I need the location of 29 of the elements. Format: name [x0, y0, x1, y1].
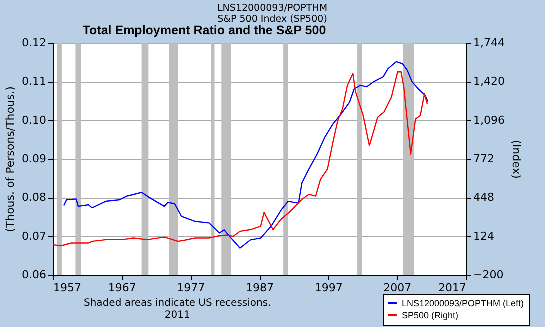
chart-subtitle: LNS12000093/POPTHM S&P 500 Index (SP500)	[216, 3, 329, 25]
y2-tick-label: 1,744	[474, 36, 505, 50]
y-tick-label: 0.06	[22, 268, 46, 282]
x-tick-label: 1987	[246, 282, 274, 294]
x-tick-label: 1957	[54, 282, 82, 294]
y-axis-title: (Thous. of Persons/Thous.)	[4, 86, 18, 232]
x-tick-label: 1977	[177, 282, 206, 294]
legend-label: SP500 (Right)	[402, 310, 459, 320]
y-tick-label: 0.09	[22, 152, 46, 166]
y2-tick-label: 1,096	[474, 114, 505, 127]
y2-tick-label: 1,420	[474, 75, 505, 88]
y-tick-label: 0.12	[22, 36, 46, 50]
y-tick-label: 0.08	[22, 191, 46, 204]
y2-axis-title: (Index)	[510, 140, 523, 179]
y2-tick-label: 448	[474, 191, 494, 204]
y-tick-label: 0.11	[22, 75, 46, 88]
y-tick-label: 0.07	[22, 230, 46, 243]
y-tick-label: 0.10	[22, 114, 46, 127]
y2-tick-label: 772	[474, 152, 494, 166]
legend-label: LNS12000093/POPTHM (Left)	[402, 298, 524, 308]
y2-tick-label: 124	[474, 230, 494, 243]
text: 2011	[164, 310, 192, 322]
x-tick-label: 2017	[438, 282, 466, 294]
x-tick-label: 1967	[108, 282, 136, 294]
x-tick-label: 1997	[314, 282, 343, 294]
text: Shaded areas indicate US recessions.	[84, 298, 272, 310]
chart-title: Total Employment Ratio and the S&P 500	[82, 24, 326, 38]
y2-tick-label: −200	[474, 268, 504, 282]
x-tick-label: 2007	[384, 282, 412, 294]
